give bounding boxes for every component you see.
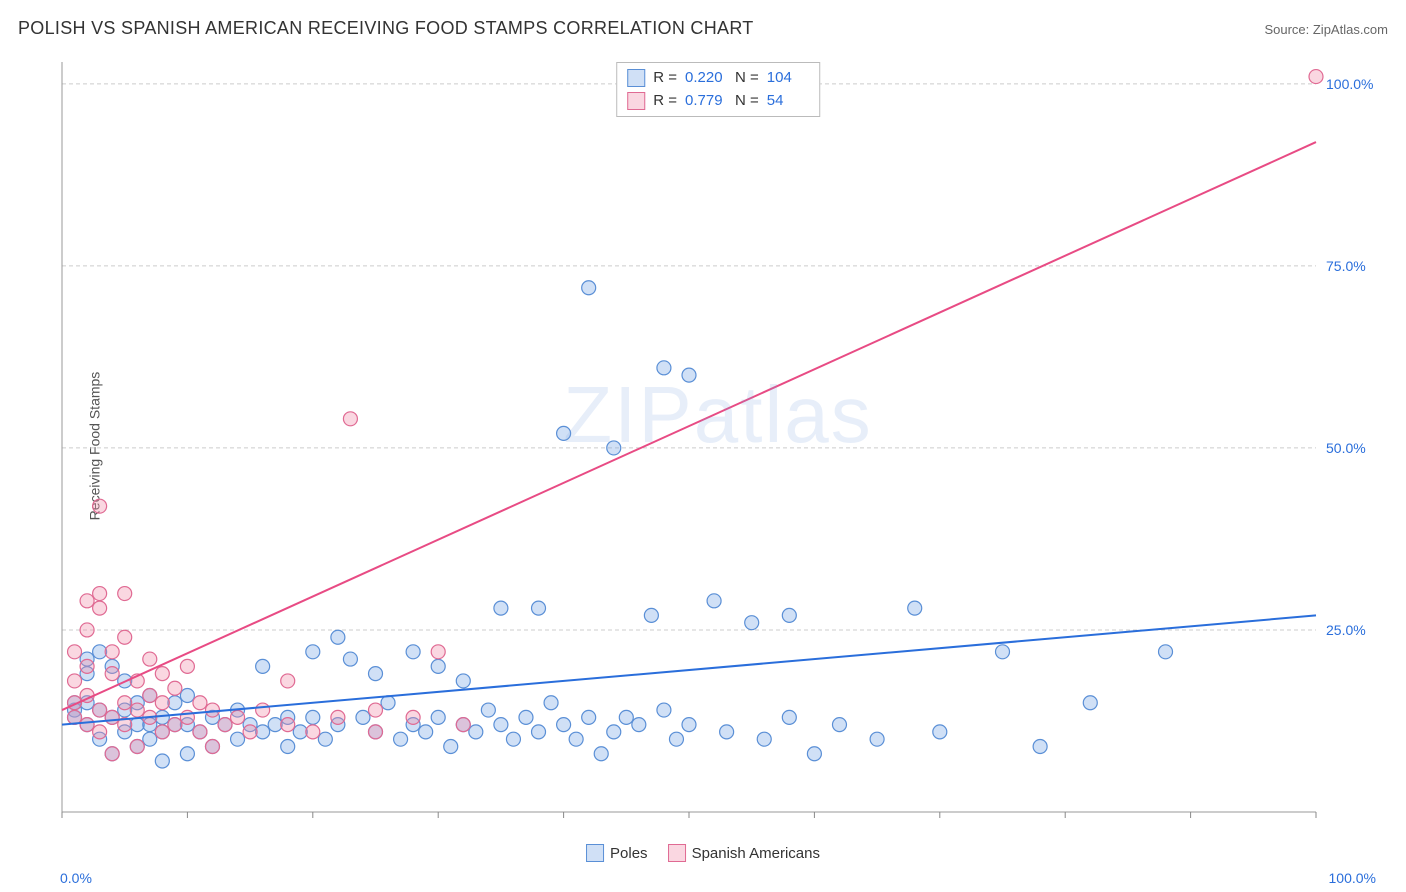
chart-plot-area: 25.0%50.0%75.0%100.0% ZIPatlas R =0.220N… [60,60,1376,832]
series-swatch [668,844,686,862]
correlation-stats-box: R =0.220N =104R =0.779N =54 [616,62,820,117]
legend-item: Spanish Americans [668,844,820,862]
stats-row: R =0.220N =104 [627,67,809,90]
scatter-chart: 25.0% 50.0% 75.0% 100.0% [60,60,1376,832]
chart-header: POLISH VS SPANISH AMERICAN RECEIVING FOO… [18,18,1388,39]
svg-text:25.0%: 25.0% [1326,622,1366,638]
series-legend: Poles Spanish Americans [586,844,820,862]
x-axis-min-label: 0.0% [60,870,92,886]
svg-text:75.0%: 75.0% [1326,258,1366,274]
series-swatch [627,69,645,87]
series-swatch [586,844,604,862]
svg-text:100.0%: 100.0% [1326,76,1373,92]
series-swatch [627,92,645,110]
svg-text:50.0%: 50.0% [1326,440,1366,456]
chart-title: POLISH VS SPANISH AMERICAN RECEIVING FOO… [18,18,754,39]
x-axis-max-label: 100.0% [1329,870,1376,886]
stats-row: R =0.779N =54 [627,90,809,113]
legend-item: Poles [586,844,648,862]
chart-source: Source: ZipAtlas.com [1264,22,1388,37]
